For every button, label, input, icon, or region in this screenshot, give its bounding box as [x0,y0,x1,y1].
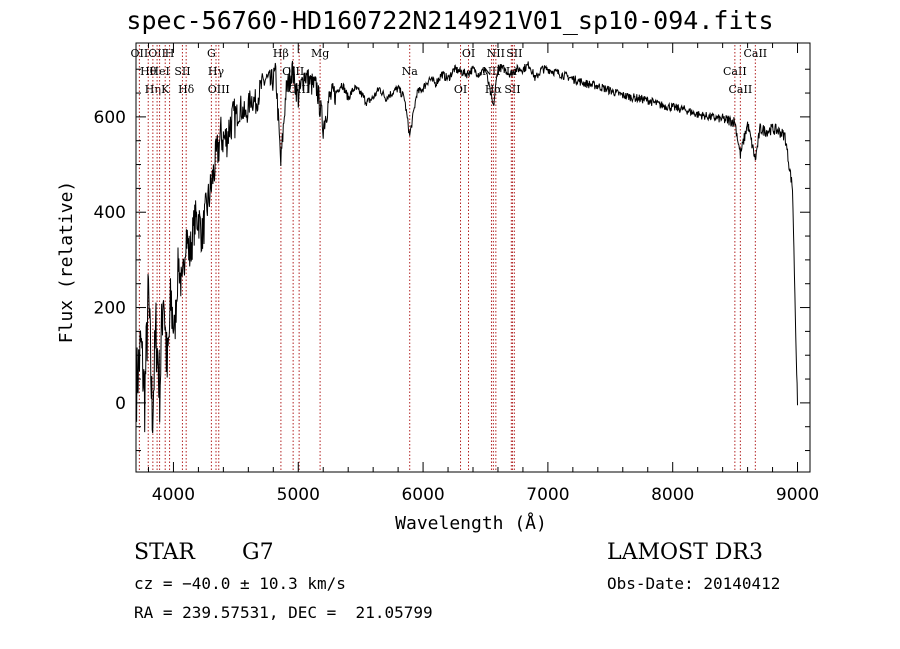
spectrum-series [137,61,798,433]
line-label: CaII [743,47,767,60]
line-label: CaII [723,65,747,78]
coordinates-info: RA = 239.57531, DEC = 21.05799 [134,603,433,622]
redshift-info: cz = −40.0 ± 10.3 km/s [134,574,346,593]
line-label: Hα [485,83,503,96]
axis-ticks: 4000 5000 6000 7000 8000 9000 0 200 400 600 [94,43,820,505]
line-label: OI [462,47,475,60]
y-tick-label: 600 [94,108,126,128]
line-label: SII [506,47,522,60]
line-label: Na [402,65,419,78]
line-label: Hδ [178,83,195,96]
spectrum-line [137,61,798,433]
line-label: SII [174,65,190,78]
x-axis-label: Wavelength (Å) [395,512,547,534]
line-label: Mg [311,47,329,60]
line-label: OIII [208,83,230,96]
object-class: STAR [134,540,195,565]
line-label: NII [487,47,505,60]
x-tick-label: 4000 [152,485,195,505]
chart-figure: spec-56760-HD160722N214921V01_sp10-094.f… [0,0,900,649]
object-subclass: G7 [242,540,274,565]
line-label: OII [131,47,149,60]
line-label: Hη [145,83,161,96]
y-tick-label: 0 [115,394,126,414]
survey-name: LAMOST DR3 [607,540,763,565]
x-tick-label: 5000 [277,485,320,505]
line-label: OI [454,83,467,96]
line-label: G [207,47,216,60]
observation-date: Obs-Date: 20140412 [607,574,780,593]
line-label: H [165,47,175,60]
x-tick-label: 7000 [526,485,569,505]
line-label: OII [148,47,166,60]
x-tick-label: 8000 [651,485,694,505]
x-tick-label: 9000 [776,485,819,505]
line-label: HeI [149,65,169,78]
line-label: Hγ [208,65,225,78]
line-label: SII [504,83,520,96]
y-axis-label: Flux (relative) [56,181,77,344]
line-label: Hβ [273,47,289,60]
x-tick-label: 6000 [401,485,444,505]
y-tick-label: 200 [94,299,126,319]
line-label: CaII [729,83,753,96]
y-tick-label: 400 [94,203,126,223]
line-label: K [161,83,170,96]
